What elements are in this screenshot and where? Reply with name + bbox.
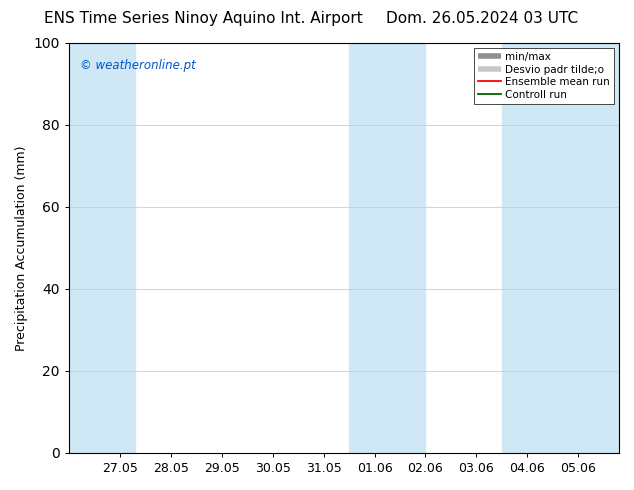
Bar — [349, 43, 425, 453]
Text: Dom. 26.05.2024 03 UTC: Dom. 26.05.2024 03 UTC — [385, 11, 578, 26]
Bar — [502, 43, 619, 453]
Y-axis label: Precipitation Accumulation (mm): Precipitation Accumulation (mm) — [15, 145, 28, 350]
Bar — [69, 43, 135, 453]
Legend: min/max, Desvio padr tilde;o, Ensemble mean run, Controll run: min/max, Desvio padr tilde;o, Ensemble m… — [474, 48, 614, 104]
Text: © weatheronline.pt: © weatheronline.pt — [80, 59, 196, 72]
Text: ENS Time Series Ninoy Aquino Int. Airport: ENS Time Series Ninoy Aquino Int. Airpor… — [44, 11, 362, 26]
